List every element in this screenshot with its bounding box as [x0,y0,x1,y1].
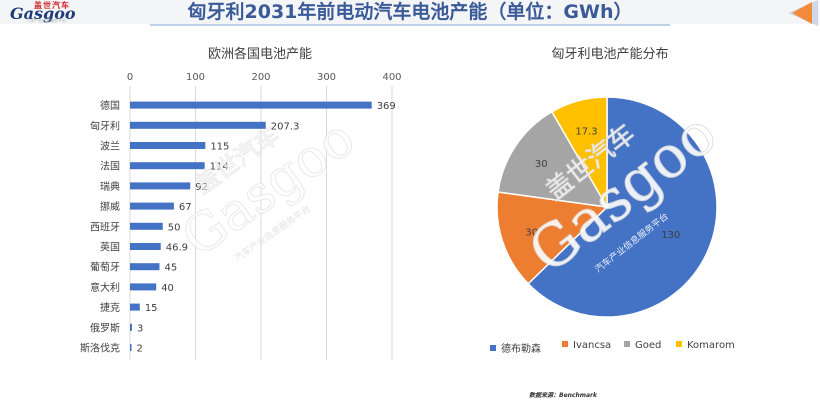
title-underline [150,24,670,26]
category-label: 西班牙 [90,221,120,233]
category-label: 瑞典 [100,180,120,193]
logo-english: Gasgoo [10,4,76,23]
bar [130,344,132,351]
bar [130,283,157,291]
bar-value-label: 207.3 [271,121,300,132]
pie-legend: 德布勒森 Ivancsa Goed Komarom [484,340,744,355]
legend-item: Komarom [676,340,735,351]
page-title: 匈牙利2031年前电动汽车电池产能（单位：GWh） [187,1,633,23]
legend-swatch [562,341,568,347]
source-value: Benchmark [559,392,598,399]
bar-value-label: 2 [137,344,143,355]
category-label: 俄罗斯 [90,321,120,334]
bar [130,222,163,230]
category-label: 挪威 [100,200,120,213]
x-tick-label: 200 [251,72,270,83]
bar-value-label: 67 [179,202,192,213]
x-tick-label: 0 [127,72,133,83]
x-tick-label: 100 [186,72,205,83]
bar-chart-title: 欧洲各国电池产能 [207,47,312,62]
legend-swatch [490,345,496,351]
bar-value-label: 114 [210,162,229,173]
pie-slice [496,191,609,285]
bar-value-label: 15 [145,303,158,314]
legend-item: Goed [624,340,661,351]
category-label: 葡萄牙 [90,261,120,274]
category-label: 波兰 [100,140,120,153]
bar [130,303,140,311]
bar-value-label: 3 [137,323,143,334]
bar [130,162,205,170]
bar [130,263,160,271]
bar-value-label: 50 [168,222,181,233]
pie-chart-title: 匈牙利电池产能分布 [551,47,669,62]
data-source: 数据来源：Benchmark [529,390,597,399]
pie-value-label: 30 [535,159,548,170]
category-label: 斯洛伐克 [80,342,120,355]
bar [130,202,174,210]
bar [130,243,161,250]
bar [130,101,372,109]
bar-chart: 0 100 200 300 400 德国 369 匈牙利 207.3 波兰 115 法国 114 瑞典 92… [80,72,402,360]
category-label: 德国 [100,99,120,112]
pie-value-label: 30 [525,228,538,239]
legend-swatch [676,341,682,347]
header-bar [0,0,820,24]
bar-value-label: 92 [195,182,208,193]
pie-chart: 130 30 30 17.3 [496,96,718,318]
category-label: 英国 [100,241,120,254]
category-label: 匈牙利 [90,119,120,132]
category-label: 法国 [100,160,120,173]
pie-slice [497,110,609,208]
category-label: 捷克 [100,301,120,314]
bar [130,323,132,331]
legend-item: Ivancsa [562,340,611,351]
pie-slice [550,96,608,210]
logo-chinese: 盖世汽车 [34,1,70,10]
bar-value-label: 45 [164,263,177,274]
legend-label: Komarom [687,340,735,351]
source-label: 数据来源： [529,392,560,399]
bar [130,182,191,190]
legend-label: 德布勒森 [501,344,541,355]
category-label: 意大利 [90,281,120,294]
legend-label: Goed [635,340,662,351]
x-tick-label: 400 [382,72,401,83]
bar [130,142,206,149]
x-tick-label: 300 [317,72,336,83]
bar-value-label: 46.9 [166,243,188,254]
pie-value-label: 17.3 [575,127,597,138]
bar [130,121,266,129]
bar-value-label: 40 [161,283,174,294]
bar-value-label: 115 [210,142,229,153]
gasgoo-logo[interactable]: 盖世汽车 Gasgoo 汽车产业信息服务平台 [4,0,100,24]
legend-swatch [624,341,630,347]
legend-item: 德布勒森 [490,340,541,355]
pie-slice [527,96,718,318]
legend-label: Ivancsa [573,340,612,351]
bar-value-label: 369 [377,101,396,112]
pie-value-label: 130 [661,230,680,241]
logo-tagline: 汽车产业信息服务平台 [26,18,66,23]
nav-arrow-icon[interactable] [760,0,820,26]
